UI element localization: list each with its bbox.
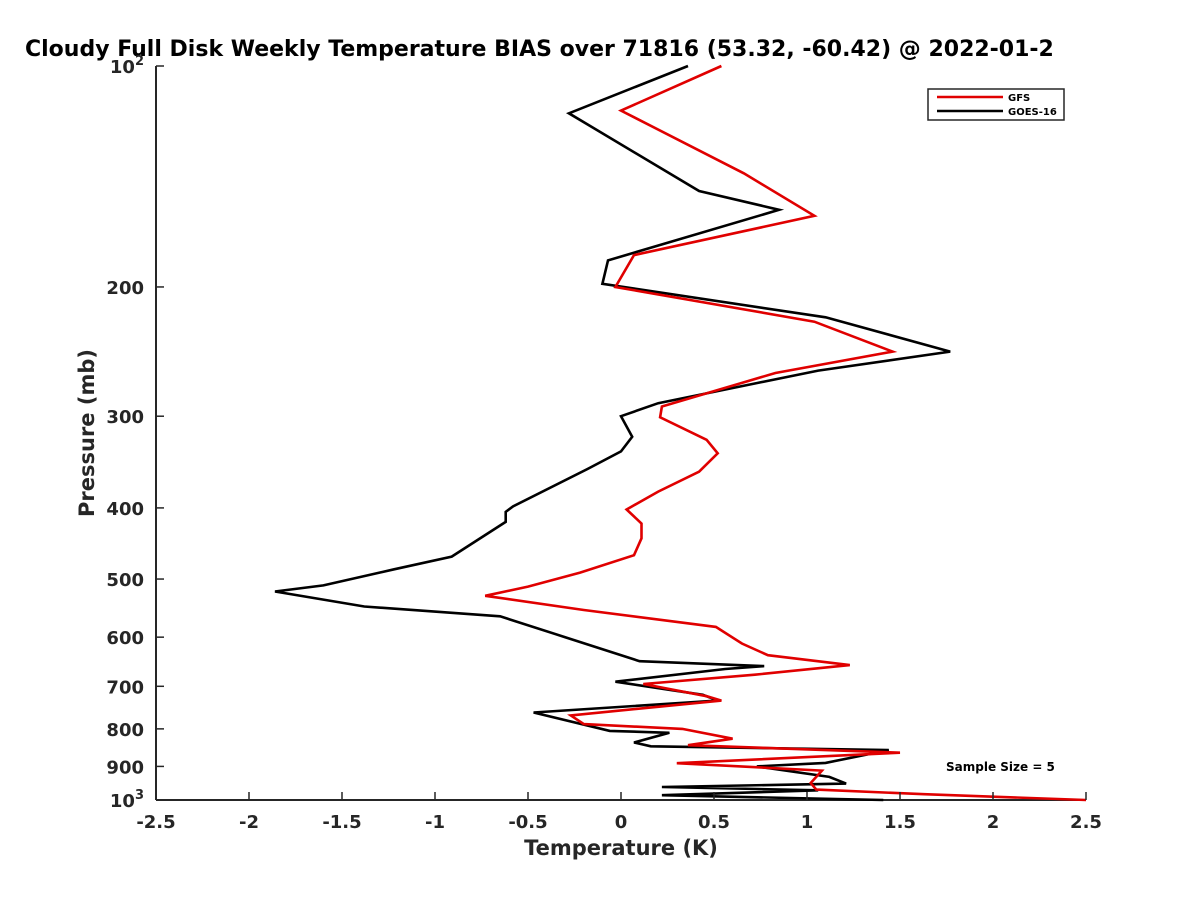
series-layer (274, 64, 1087, 802)
y-ticks: 102 200 300 400 500 600 700 800 900 103 (106, 54, 164, 812)
series-line-gfs (484, 64, 1087, 802)
legend-box (927, 88, 1065, 121)
x-tick-label: 1.5 (884, 812, 916, 833)
chart-title: Cloudy Full Disk Weekly Temperature BIAS… (25, 37, 1054, 62)
y-tick-label: 700 (106, 677, 144, 698)
x-tick-label: 1 (801, 812, 814, 833)
x-tick-label: 0.5 (698, 812, 730, 833)
y-tick-label: 500 (106, 570, 144, 591)
y-tick-label: 103 (110, 788, 144, 812)
legend-label-goes-16: GOES-16 (1008, 107, 1057, 118)
x-tick-label: 0 (615, 812, 628, 833)
x-tick-label: 2 (987, 812, 1000, 833)
y-tick-label: 900 (106, 757, 144, 778)
x-tick-label: -2.5 (136, 812, 175, 833)
x-tick-label: -2 (239, 812, 259, 833)
y-tick-label: 800 (106, 720, 144, 741)
y-tick-label: 600 (106, 628, 144, 649)
x-axis-label: Temperature (K) (524, 836, 718, 860)
x-tick-label: -0.5 (508, 812, 547, 833)
legend-label-gfs: GFS (1008, 93, 1030, 104)
x-tick-label: -1 (425, 812, 445, 833)
y-tick-label: 102 (110, 54, 144, 78)
x-ticks: -2.5 -2 -1.5 -1 -0.5 0 0.5 1 1.5 2 2.5 (136, 792, 1102, 833)
y-axis-label: Pressure (mb) (75, 349, 99, 517)
y-tick-label: 400 (106, 499, 144, 520)
y-tick-label: 300 (106, 407, 144, 428)
sample-size-annotation: Sample Size = 5 (946, 760, 1055, 774)
legend: GFS GOES-16 (927, 88, 1065, 121)
series-line-goes-16 (274, 64, 951, 802)
y-tick-label: 200 (106, 278, 144, 299)
x-tick-label: -1.5 (322, 812, 361, 833)
x-tick-label: 2.5 (1070, 812, 1102, 833)
